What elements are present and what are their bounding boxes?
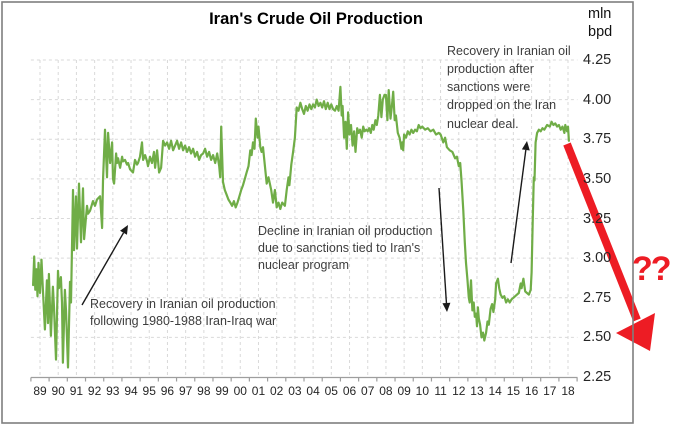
chart-title: Iran's Crude Oil Production <box>209 10 423 28</box>
x-axis-label: 97 <box>178 384 193 398</box>
y-axis-unit-line2: bpd <box>588 24 613 40</box>
x-axis-label: 00 <box>233 384 247 398</box>
future-question-marks: ?? <box>632 250 672 288</box>
x-axis-label: 92 <box>87 384 102 398</box>
x-axis-label: 07 <box>361 384 375 398</box>
war-arrow-shaft <box>81 232 125 306</box>
x-axis-label: 16 <box>524 384 539 398</box>
x-axis-label: 09 <box>397 384 411 398</box>
x-axis-label: 91 <box>69 384 84 398</box>
x-axis-label: 94 <box>124 384 138 398</box>
y-axis-label: 3.50 <box>583 170 612 187</box>
x-axis-label: 18 <box>561 384 575 398</box>
x-axis-label: 98 <box>197 384 211 398</box>
production-line <box>31 85 571 369</box>
x-axis-label: 96 <box>160 384 175 398</box>
y-axis-label: 4.00 <box>583 91 612 108</box>
figure-border <box>1 1 634 424</box>
x-axis-label: 95 <box>142 384 156 398</box>
y-axis-label: 4.25 <box>583 52 612 68</box>
recovery-arrow-head <box>521 141 530 151</box>
annotation-iran-iraq-war-recovery: Recovery in Iranian oil production follo… <box>90 297 277 328</box>
recovery-arrow-shaft <box>510 149 527 264</box>
x-axis-label: 93 <box>106 384 120 398</box>
x-axis-label: 89 <box>33 384 47 398</box>
x-axis-label: 13 <box>470 384 484 398</box>
y-axis-label: 2.25 <box>583 369 612 385</box>
x-axis-label: 03 <box>288 384 302 398</box>
x-axis-label: 08 <box>379 384 393 398</box>
x-axis-label: 90 <box>51 384 65 398</box>
x-axis-label: 02 <box>270 384 284 398</box>
annotation-nuclear-deal-recovery: Recovery in Iranian oil production after… <box>447 44 571 131</box>
x-axis-label: 99 <box>215 384 229 398</box>
x-axis-label: 15 <box>506 384 521 398</box>
y-axis-label: 3.25 <box>583 210 612 227</box>
x-axis-label: 17 <box>543 384 557 398</box>
x-axis-label: 04 <box>306 384 320 398</box>
x-axis-label: 06 <box>342 384 357 398</box>
y-axis-unit-line1: mln <box>588 6 612 22</box>
y-axis-unit: mln bpd <box>588 5 612 41</box>
y-axis-label: 3.75 <box>583 131 612 148</box>
x-axis-label: 11 <box>434 384 447 398</box>
x-axis-label: 14 <box>488 384 502 398</box>
y-axis-label: 3.00 <box>583 250 612 267</box>
red-arrow-head <box>616 313 655 351</box>
y-axis-label: 2.75 <box>583 289 612 306</box>
x-axis-label: 10 <box>415 384 430 398</box>
war-arrow-head <box>120 225 128 235</box>
annotation-sanctions-decline: Decline in Iranian oil production due to… <box>258 224 433 272</box>
x-axis-label: 01 <box>251 384 266 398</box>
x-axis-label: 05 <box>324 384 338 398</box>
decline-arrow-shaft <box>438 187 448 304</box>
red-arrow-shaft <box>563 142 641 322</box>
y-axis-label: 2.50 <box>583 329 612 346</box>
decline-arrow-head <box>442 302 451 312</box>
x-axis-label: 12 <box>452 384 466 398</box>
